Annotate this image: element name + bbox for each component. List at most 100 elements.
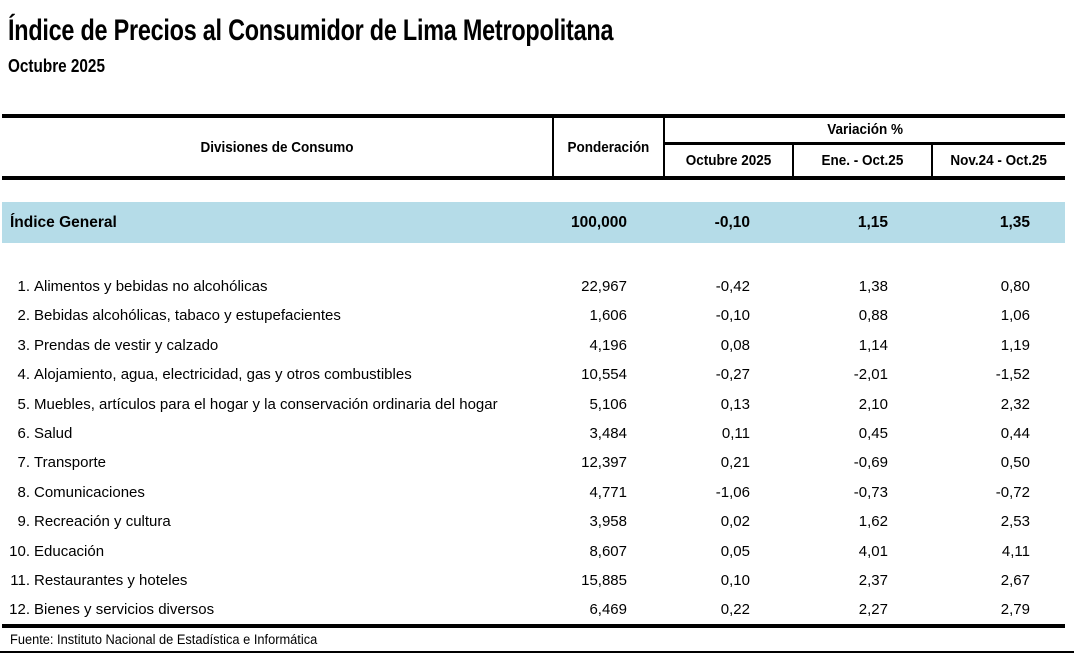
row-label: Alojamiento, agua, electricidad, gas y o… — [34, 366, 412, 384]
source-note: Fuente: Instituto Nacional de Estadístic… — [10, 632, 318, 647]
col-header-variacion: Variación % — [827, 120, 903, 138]
row-label: Salud — [34, 425, 73, 442]
cell-ene-oct: 2,10 — [858, 395, 888, 413]
cell-ponderacion: 4,771 — [589, 483, 627, 501]
table-row: 10. Educación 8,607 0,05 4,01 4,11 — [2, 537, 1065, 566]
index-general-row: Índice General 100,000 -0,10 1,15 1,35 — [2, 202, 1065, 243]
table-row: 5. Muebles, artículos para el hogar y la … — [2, 390, 1065, 419]
cell-nov-oct: -1,52 — [995, 366, 1030, 384]
cell-ponderacion: 1,606 — [589, 307, 627, 325]
cell-nov-oct: 2,32 — [1000, 395, 1030, 413]
divider-octubre-ene — [792, 142, 794, 180]
cell-nov-oct: -0,72 — [995, 483, 1030, 501]
col-header-ponderacion: Ponderación — [567, 138, 650, 156]
header-bottom-rule — [2, 176, 1065, 180]
cell-nov-oct: 4,11 — [1001, 542, 1030, 560]
cell-ponderacion: 3,484 — [589, 425, 627, 442]
col-header-divisiones: Divisiones de Consumo — [200, 138, 354, 156]
cell-nov-oct: 2,79 — [1000, 601, 1030, 619]
index-general-ponderacion: 100,000 — [570, 214, 627, 231]
table-row: 8. Comunicaciones 4,771 -1,06 -0,73 -0,72 — [2, 478, 1065, 507]
cell-octubre: 0,08 — [720, 336, 750, 354]
cell-octubre: 0,11 — [721, 425, 750, 442]
divider-divisiones-ponderacion — [552, 114, 554, 180]
cell-ene-oct: -2,01 — [853, 366, 888, 384]
index-general-ene-oct: 1,15 — [857, 214, 888, 231]
cell-ponderacion: 4,196 — [589, 336, 627, 354]
cell-octubre: -0,27 — [715, 366, 750, 384]
cell-octubre: 0,13 — [720, 395, 750, 413]
cell-octubre: -0,10 — [715, 307, 750, 325]
cell-ene-oct: -0,73 — [853, 483, 888, 501]
table-row: 4. Alojamiento, agua, electricidad, gas y… — [2, 360, 1065, 389]
cell-ene-oct: 4,01 — [858, 542, 888, 560]
cell-ponderacion: 5,106 — [589, 395, 627, 413]
row-label: Muebles, artículos para el hogar y la co… — [34, 395, 498, 413]
row-number: 10. — [9, 542, 30, 560]
cell-nov-oct: 0,80 — [1000, 278, 1030, 295]
cell-ene-oct: 0,88 — [858, 307, 888, 325]
row-number: 4. — [17, 366, 30, 384]
row-label: Recreación y cultura — [34, 513, 171, 531]
cell-ene-oct: 0,45 — [858, 425, 888, 442]
cell-octubre: 0,10 — [720, 572, 750, 589]
row-number: 3. — [17, 336, 30, 354]
cell-ene-oct: 1,38 — [858, 278, 888, 295]
row-number: 7. — [17, 454, 30, 472]
table-bottom-rule — [2, 624, 1065, 628]
index-general-octubre: -0,10 — [714, 214, 750, 231]
row-number: 5. — [17, 395, 30, 413]
cell-ene-oct: 2,27 — [858, 601, 888, 619]
row-number: 12. — [9, 601, 30, 619]
row-number: 9. — [17, 513, 30, 531]
page-subtitle: Octubre 2025 — [8, 56, 105, 76]
table-row: 2. Bebidas alcohólicas, tabaco y estupefa… — [2, 301, 1065, 330]
cell-ene-oct: 1,62 — [858, 513, 888, 531]
cell-octubre: 0,21 — [720, 454, 750, 472]
cell-octubre: 0,02 — [720, 513, 750, 531]
index-general-nov-oct: 1,35 — [999, 214, 1030, 231]
table-row: 9. Recreación y cultura 3,958 0,02 1,62 2,53 — [2, 507, 1065, 536]
table-row: 12. Bienes y servicios diversos 6,469 0,22 2… — [2, 595, 1065, 624]
cell-ene-oct: 1,14 — [858, 336, 888, 354]
cell-ene-oct: -0,69 — [853, 454, 888, 472]
col-header-ene-oct: Ene. - Oct.25 — [821, 152, 904, 169]
cell-nov-oct: 2,53 — [1000, 513, 1030, 531]
cell-ponderacion: 10,554 — [581, 366, 627, 384]
cell-nov-oct: 1,06 — [1000, 307, 1030, 325]
row-label: Prendas de vestir y calzado — [34, 336, 219, 354]
cell-ponderacion: 12,397 — [581, 454, 627, 472]
page-title: Índice de Precios al Consumidor de Lima … — [8, 14, 614, 47]
row-number: 6. — [17, 425, 30, 442]
table-row: 7. Transporte 12,397 0,21 -0,69 0,50 — [2, 448, 1065, 477]
cell-ponderacion: 3,958 — [589, 513, 627, 531]
cell-octubre: -0,42 — [715, 278, 750, 295]
row-label: Alimentos y bebidas no alcohólicas — [34, 278, 268, 295]
col-header-octubre-2025: Octubre 2025 — [685, 152, 772, 169]
table-row: 1. Alimentos y bebidas no alcohólicas 22,9… — [2, 272, 1065, 301]
row-number: 2. — [17, 307, 30, 325]
cell-nov-oct: 1,19 — [1000, 336, 1030, 354]
row-label: Educación — [34, 542, 105, 560]
index-general-label: Índice General — [10, 214, 117, 231]
cell-nov-oct: 0,50 — [1000, 454, 1030, 472]
cell-ene-oct: 2,37 — [858, 572, 888, 589]
row-label: Transporte — [34, 454, 106, 472]
table-row: 3. Prendas de vestir y calzado 4,196 0,08 1,… — [2, 331, 1065, 360]
row-number: 11. — [10, 572, 30, 589]
row-number: 1. — [17, 278, 30, 295]
divider-ponderacion-variacion — [663, 114, 665, 180]
cell-ponderacion: 6,469 — [589, 601, 627, 619]
table-row: 6. Salud 3,484 0,11 0,45 0,44 — [2, 419, 1065, 448]
variation-sub-rule — [664, 142, 1065, 145]
cell-nov-oct: 2,67 — [1000, 572, 1030, 589]
cell-ponderacion: 15,885 — [581, 572, 627, 589]
table-top-rule — [2, 114, 1065, 118]
table-row: 11. Restaurantes y hoteles 15,885 0,10 2,37 2… — [2, 566, 1065, 595]
row-label: Bebidas alcohólicas, tabaco y estupefaci… — [34, 307, 341, 325]
cell-nov-oct: 0,44 — [1000, 425, 1030, 442]
row-label: Bienes y servicios diversos — [34, 601, 215, 619]
page-bottom-rule — [0, 651, 1074, 653]
cell-ponderacion: 8,607 — [589, 542, 627, 560]
